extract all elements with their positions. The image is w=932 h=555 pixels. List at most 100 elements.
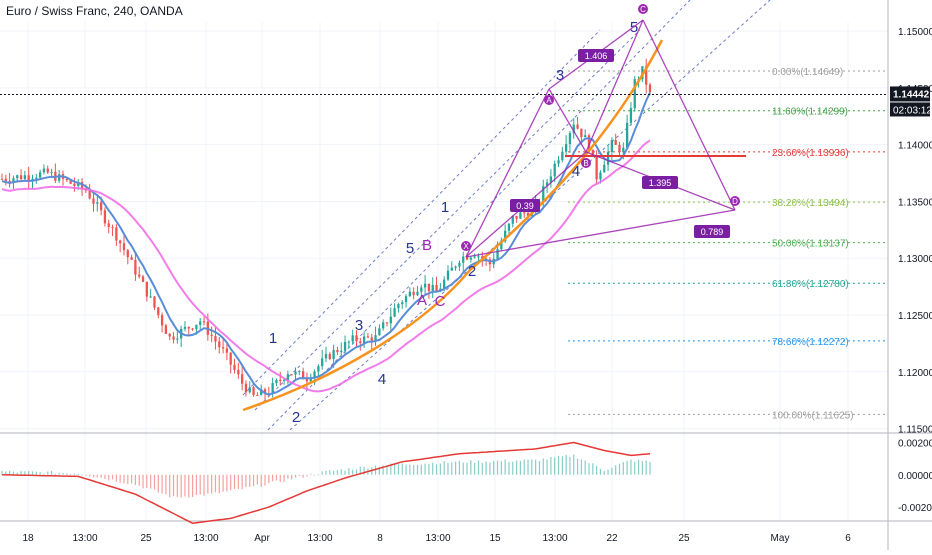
candle-body: [260, 389, 263, 396]
candle-body: [625, 122, 629, 148]
harmonic-point-marker: [581, 158, 591, 168]
macd-histogram-bar: [100, 474, 102, 478]
macd-histogram-bar: [618, 463, 621, 475]
candle-body: [19, 175, 23, 180]
candle-body: [317, 366, 320, 372]
macd-histogram-bar: [500, 461, 502, 475]
wave-label: 4: [378, 371, 386, 388]
macd-histogram-bar: [77, 473, 79, 475]
candle-body: [271, 383, 274, 394]
macd-histogram-bar: [249, 474, 251, 487]
candle-body: [252, 387, 255, 395]
candle-body: [450, 267, 453, 271]
time-axis-tick-label: 13:00: [72, 533, 97, 544]
candle-body: [572, 124, 575, 134]
macd-histogram-bar: [355, 469, 358, 475]
macd-histogram-bar: [184, 474, 186, 497]
macd-histogram-bar: [268, 474, 270, 484]
macd-histogram-bar: [569, 456, 571, 475]
macd-histogram-bar: [340, 469, 342, 475]
macd-histogram-bar: [576, 458, 579, 475]
macd-histogram-bar: [9, 470, 11, 475]
candle-body: [481, 256, 484, 259]
time-axis-tick-label: May: [771, 533, 790, 544]
macd-histogram-bar: [176, 474, 178, 497]
candle-body: [614, 140, 617, 145]
candle-body: [496, 249, 499, 259]
macd-histogram-bar: [43, 473, 45, 475]
wave-label: B: [422, 237, 432, 254]
harmonic-leg: [548, 88, 587, 153]
harmonic-leg: [642, 19, 736, 211]
macd-histogram-bar: [306, 474, 308, 477]
macd-histogram-bar: [222, 474, 224, 492]
macd-histogram-bar: [561, 456, 563, 475]
macd-histogram-bar: [24, 471, 26, 475]
macd-histogram-bar: [298, 474, 300, 476]
macd-histogram-bar: [352, 469, 354, 475]
candle-body: [595, 155, 598, 180]
candle-body: [423, 283, 427, 288]
candle-body: [366, 336, 370, 338]
candle-body: [511, 215, 514, 224]
candle-body: [500, 241, 503, 250]
candle-body: [149, 296, 152, 298]
macd-histogram-bar: [451, 462, 453, 475]
time-axis-tick-label: 6: [845, 533, 851, 544]
macd-histogram-bar: [550, 456, 552, 475]
chart-title: Euro / Swiss Franc, 240, OANDA: [6, 4, 183, 18]
candle-body: [633, 79, 636, 109]
candle-body: [347, 341, 351, 343]
macd-histogram-bar: [207, 474, 209, 494]
candle-body: [545, 182, 549, 186]
candle-body: [214, 336, 217, 342]
candle-body: [42, 168, 46, 173]
macd-histogram-bar: [256, 474, 258, 485]
candle-body: [240, 374, 244, 384]
candle-body: [294, 371, 297, 375]
macd-histogram-bar: [489, 462, 491, 475]
fib-level-label: 38.20%(1.13494): [772, 198, 849, 209]
candle-body: [404, 296, 408, 303]
macd-axis-tick-label: 0.00000: [898, 471, 932, 482]
macd-histogram-bar: [531, 459, 533, 475]
candle-body: [282, 379, 286, 381]
candle-body: [210, 334, 213, 337]
candle-body: [401, 302, 404, 305]
candle-body: [458, 262, 461, 267]
candle-body: [305, 379, 309, 382]
macd-histogram-bar: [310, 473, 312, 475]
candle-body: [38, 172, 42, 178]
macd-histogram-bar: [195, 474, 197, 496]
candle-body: [343, 341, 347, 351]
price-axis-tick-label: 1.14000: [898, 141, 932, 152]
macd-histogram-bar: [283, 474, 285, 482]
macd-histogram-bar: [211, 474, 213, 494]
macd-histogram-bar: [470, 460, 472, 475]
macd-histogram-bar: [386, 465, 388, 475]
candle-body: [88, 190, 91, 199]
candle-body: [191, 328, 194, 330]
candle-body: [229, 352, 232, 365]
macd-histogram-bar: [203, 474, 205, 496]
candle-body: [4, 178, 7, 181]
macd-histogram-bar: [233, 474, 236, 489]
candle-body: [244, 383, 248, 393]
current-price-tag: [890, 86, 930, 102]
macd-histogram-bar: [519, 460, 521, 475]
macd-histogram-bar: [637, 459, 640, 475]
macd-histogram-bar: [474, 462, 476, 475]
macd-histogram-bar: [89, 474, 91, 477]
candle-body: [465, 256, 469, 260]
macd-histogram-bar: [546, 459, 548, 475]
macd-histogram-bar: [50, 471, 53, 475]
time-axis-tick-label: 25: [140, 533, 152, 544]
macd-signal-line: [1, 441, 651, 524]
candle-body: [504, 230, 507, 242]
candle-body: [141, 276, 145, 282]
macd-histogram-bar: [73, 473, 76, 475]
candle-body: [126, 250, 129, 258]
candle-body: [355, 335, 358, 342]
macd-histogram-bar: [214, 474, 217, 493]
